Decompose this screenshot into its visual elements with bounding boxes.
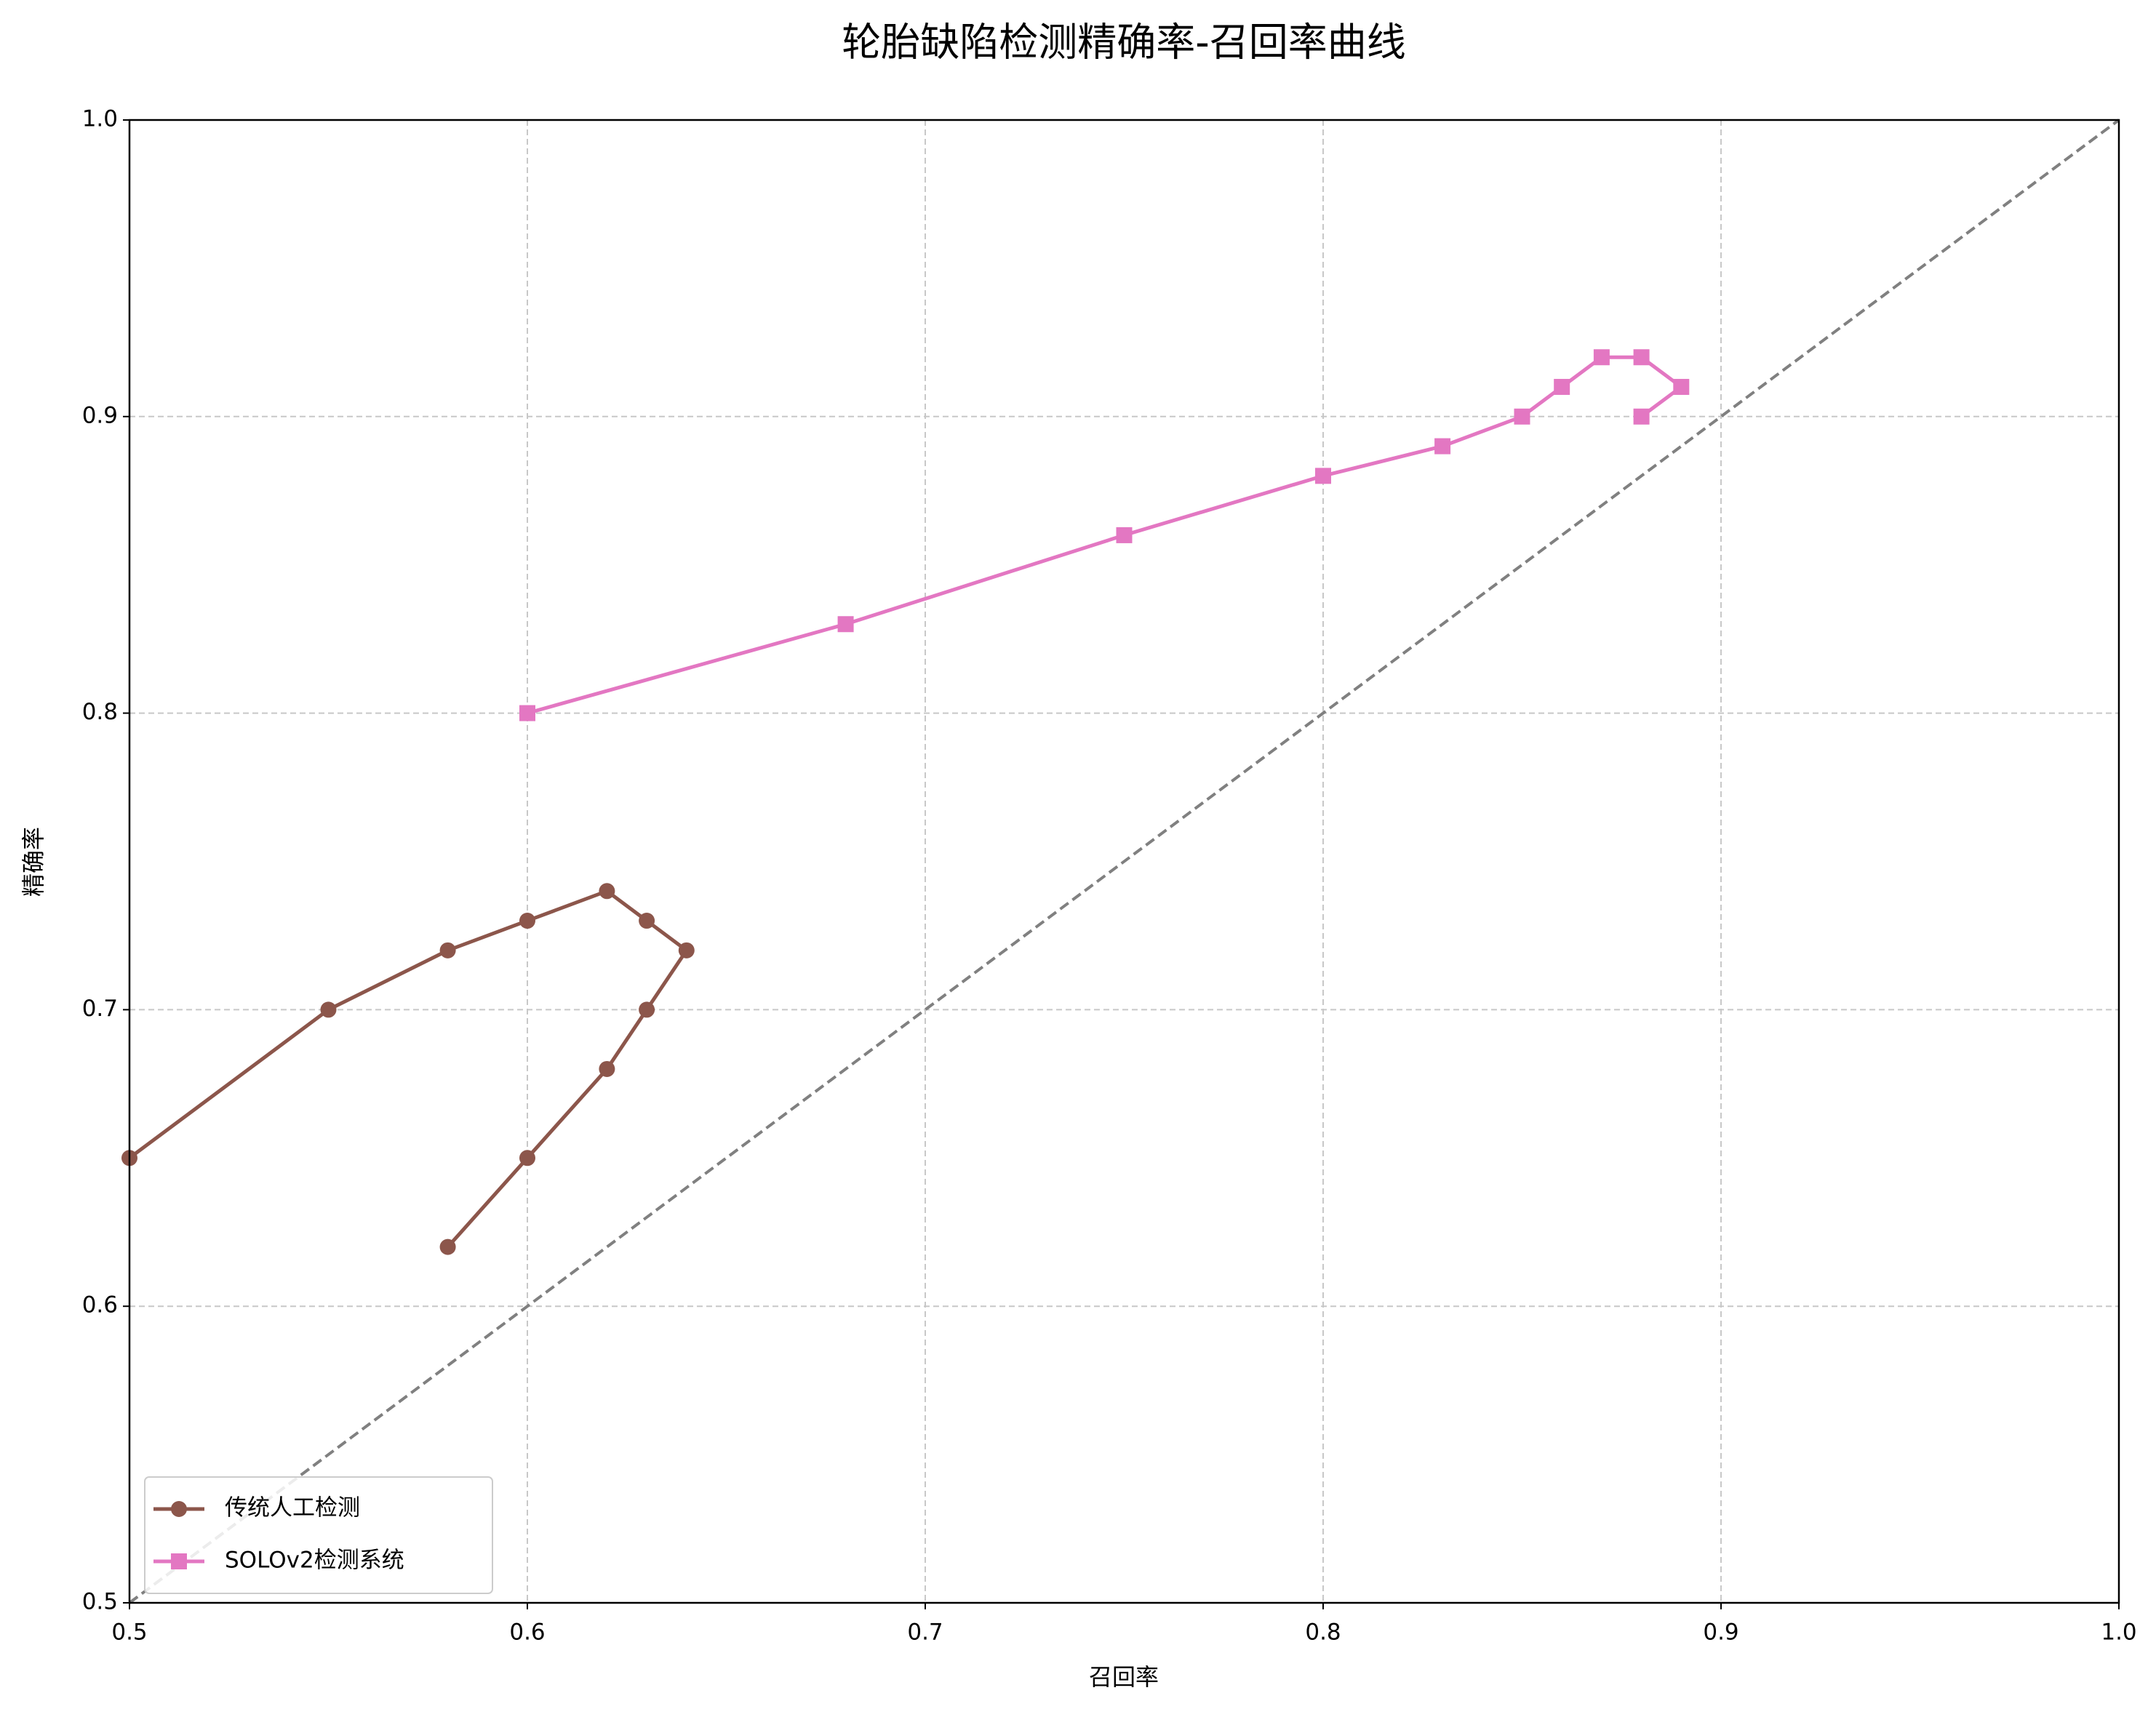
y-tick-label: 0.9 [82,402,118,428]
plot-frame [128,119,2120,1604]
legend: 传统人工检测 SOLOv2检测系统 [144,1476,493,1594]
marker [678,942,695,958]
chart-title: 轮胎缺陷检测精确率-召回率曲线 [842,20,1405,65]
legend-box [144,1476,493,1594]
marker [1633,408,1650,425]
y-tick-label: 1.0 [82,106,118,132]
y-tick-label: 0.8 [82,699,118,725]
y-tick-label: 0.7 [82,996,118,1022]
marker [519,1150,535,1166]
marker [1673,379,1690,396]
x-tick-label: 0.6 [509,1620,545,1646]
marker [519,913,535,929]
diagonal-line [128,119,2120,1604]
marker [599,883,615,900]
marker [837,616,854,633]
marker [320,1001,337,1018]
x-tick-label: 0.5 [111,1620,147,1646]
marker [519,705,535,721]
marker [171,1553,187,1569]
marker [1514,408,1530,425]
y-tick-label: 0.5 [82,1589,118,1615]
marker [1315,468,1331,484]
marker [171,1501,187,1517]
x-tick-label: 0.7 [907,1620,943,1646]
y-axis-label: 精确率 [20,827,47,897]
x-tick-label: 1.0 [2101,1620,2136,1646]
marker [1633,349,1650,366]
marker [439,942,456,958]
x-axis-label: 召回率 [1089,1663,1159,1691]
x-tick-label: 0.9 [1703,1620,1738,1646]
legend-label: SOLOv2检测系统 [225,1548,404,1574]
marker [439,1238,456,1255]
series-line [527,355,1683,716]
marker [1593,349,1610,366]
x-tick-label: 0.8 [1305,1620,1341,1646]
marker [1116,527,1133,543]
marker [639,913,655,929]
marker [599,1060,615,1077]
marker [1554,379,1570,396]
marker [1434,438,1451,455]
marker [639,1001,655,1018]
y-tick-label: 0.6 [82,1292,118,1318]
legend-label: 传统人工检测 [225,1495,360,1521]
